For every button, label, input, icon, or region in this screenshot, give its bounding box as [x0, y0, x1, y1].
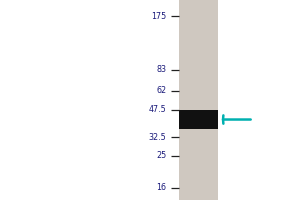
Text: 25: 25	[156, 151, 167, 160]
Text: 47.5: 47.5	[149, 105, 167, 114]
Text: 83: 83	[157, 65, 166, 74]
Bar	[178, 0, 218, 200]
Text: 32.5: 32.5	[149, 133, 167, 142]
Text: 62: 62	[156, 86, 167, 95]
Text: 175: 175	[151, 12, 166, 21]
Bar	[178, 110, 218, 129]
Text: 16: 16	[157, 183, 166, 192]
